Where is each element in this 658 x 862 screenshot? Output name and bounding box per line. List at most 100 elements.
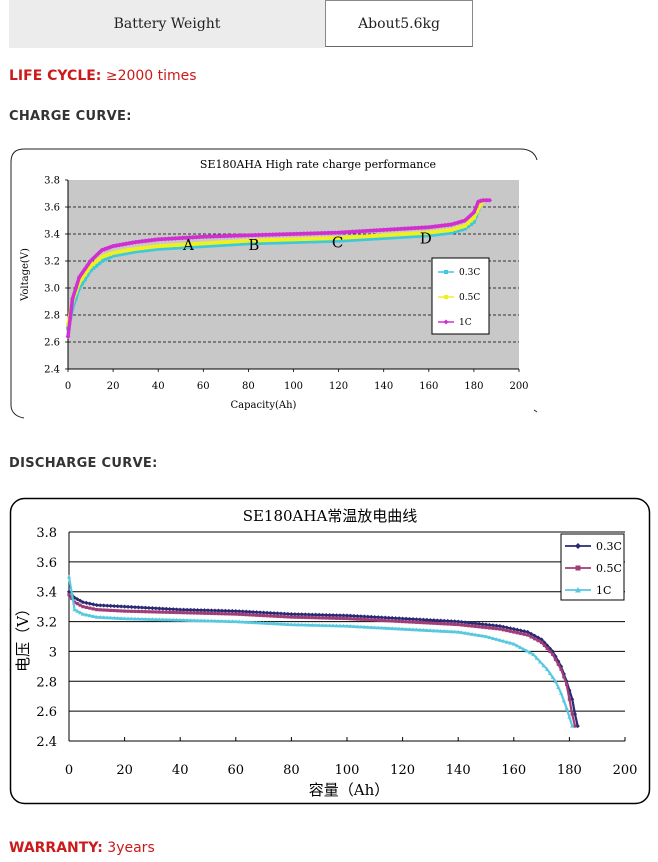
data-point <box>278 611 284 616</box>
data-point <box>155 237 161 242</box>
data-point <box>473 621 478 626</box>
data-point <box>218 233 224 239</box>
data-point <box>239 233 244 238</box>
data-point <box>402 226 407 232</box>
data-point <box>435 628 440 633</box>
data-point <box>348 624 353 628</box>
data-point <box>477 625 481 629</box>
x-tick-label: 0 <box>65 381 71 392</box>
data-point <box>412 225 418 231</box>
data-point <box>275 621 280 626</box>
data-point <box>259 232 265 238</box>
data-point <box>215 243 220 248</box>
legend-label: 1C <box>459 318 472 328</box>
data-point <box>324 616 328 620</box>
warranty: WARRANTY: 3years <box>9 840 155 856</box>
data-point <box>260 241 265 245</box>
data-point <box>156 246 161 251</box>
data-point <box>111 251 115 255</box>
data-point <box>392 235 397 240</box>
data-point <box>253 241 258 246</box>
data-point <box>345 616 349 621</box>
data-point <box>515 631 519 635</box>
data-point <box>421 621 426 625</box>
data-point <box>69 591 74 595</box>
data-point <box>529 631 534 636</box>
data-point <box>149 237 155 243</box>
data-point <box>462 226 467 231</box>
data-point <box>99 255 104 259</box>
data-point <box>93 253 99 258</box>
data-point <box>233 619 238 624</box>
data-point <box>256 241 261 246</box>
data-point <box>129 616 134 621</box>
data-point <box>164 610 168 614</box>
data-point <box>176 235 182 241</box>
data-point <box>166 246 171 251</box>
data-point <box>381 236 386 240</box>
data-point <box>430 233 434 237</box>
data-point <box>355 614 360 619</box>
data-point <box>308 239 313 244</box>
data-point <box>328 616 332 620</box>
data-point <box>446 231 451 235</box>
discharge-chart: 2.4 2.6 2.8 3 3.2 3.4 3.6 3.8 0 20 40 60 80 100 120 140… <box>9 497 651 805</box>
x-tick-label: 40 <box>172 763 189 778</box>
data-point <box>456 622 460 627</box>
data-point <box>67 593 71 597</box>
data-point <box>139 238 145 244</box>
data-point <box>136 246 141 251</box>
data-point <box>284 240 289 245</box>
data-point <box>490 636 496 640</box>
data-point <box>157 617 162 622</box>
data-point <box>463 620 468 625</box>
data-point <box>291 240 296 244</box>
data-point <box>180 235 185 241</box>
data-point <box>133 249 138 254</box>
data-point <box>284 231 289 237</box>
data-point <box>411 620 415 624</box>
data-point <box>334 616 339 620</box>
data-point <box>329 236 334 241</box>
legend-label: 0.5C <box>596 562 622 575</box>
data-point <box>214 233 220 239</box>
data-point <box>350 235 355 240</box>
data-point <box>270 232 276 238</box>
data-point <box>377 227 383 233</box>
data-point <box>133 609 137 614</box>
legend-marker <box>575 543 581 549</box>
data-point <box>300 615 304 619</box>
data-point <box>85 268 90 273</box>
data-point <box>415 225 421 231</box>
data-point <box>314 616 318 620</box>
data-point <box>216 608 221 613</box>
data-point <box>116 609 120 613</box>
data-point <box>536 639 540 643</box>
chart-title: SE180AHA常温放电曲线 <box>243 507 418 525</box>
data-point <box>562 675 566 679</box>
data-point <box>431 628 436 633</box>
data-point <box>438 628 443 633</box>
data-point <box>125 616 131 621</box>
data-point <box>402 232 407 237</box>
data-point <box>167 617 172 622</box>
data-point <box>336 230 341 236</box>
data-point <box>355 617 360 621</box>
data-point <box>262 614 266 618</box>
data-point <box>225 233 230 239</box>
data-point <box>307 615 311 620</box>
data-point <box>163 246 168 251</box>
data-point <box>249 241 254 246</box>
x-tick-label: 200 <box>509 381 528 392</box>
data-point <box>130 247 135 252</box>
data-point <box>449 230 454 235</box>
data-point <box>256 232 262 238</box>
data-point <box>78 603 82 607</box>
data-point <box>413 231 417 236</box>
data-point <box>244 620 249 624</box>
data-point <box>201 244 206 249</box>
data-point <box>65 334 71 339</box>
data-point <box>504 625 509 630</box>
data-point <box>285 622 291 626</box>
data-point <box>435 618 440 623</box>
